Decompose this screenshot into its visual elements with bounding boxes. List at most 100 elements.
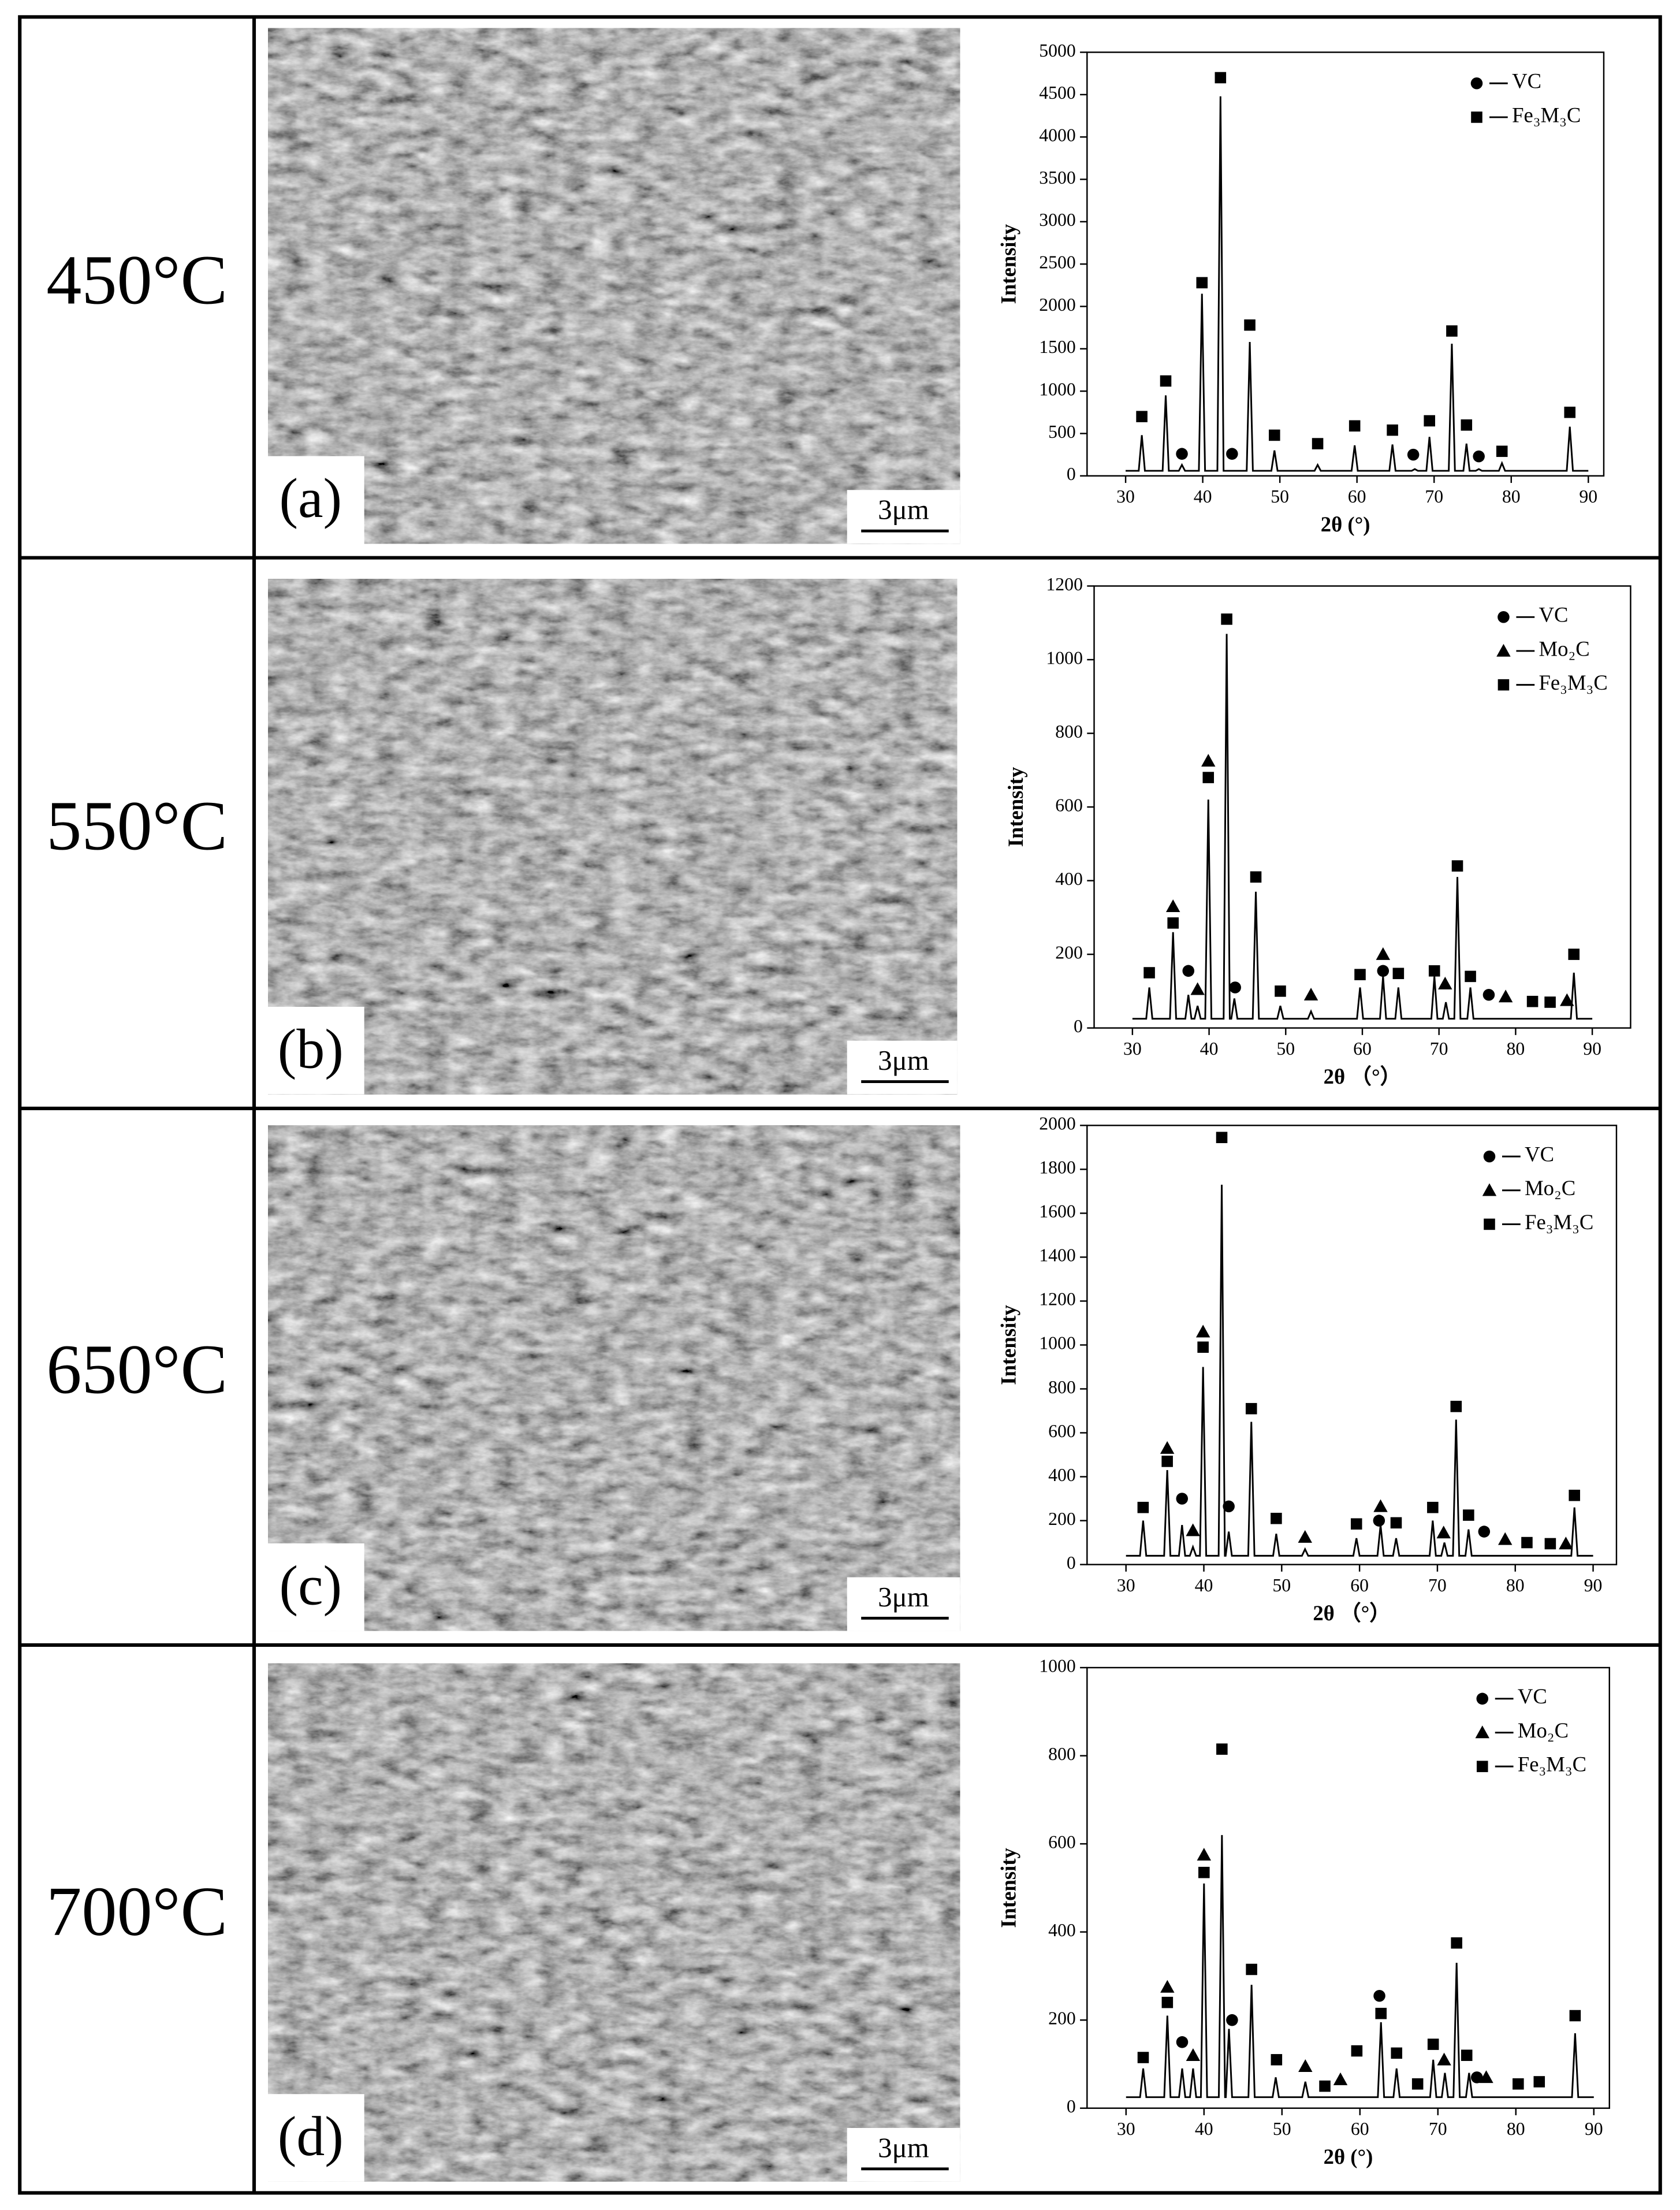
marker-square <box>1498 679 1510 691</box>
marker-square <box>1161 1996 1174 2008</box>
marker-square <box>1202 772 1215 783</box>
marker-square <box>1427 2038 1439 2050</box>
marker-square <box>1391 2047 1403 2059</box>
panel-label: (b) <box>278 1018 344 1081</box>
marker-circle <box>1223 1500 1235 1513</box>
spectrum-line <box>1126 96 1589 472</box>
marker-triangle <box>1186 2048 1201 2061</box>
marker-square <box>1216 1743 1228 1755</box>
marker-square <box>1461 2049 1473 2061</box>
legend-label: VC <box>1518 1684 1547 1708</box>
x-tick-label: 70 <box>1425 486 1443 507</box>
legend-label: VC <box>1525 1143 1554 1166</box>
legend-label: Fe₃M₃C <box>1525 1210 1593 1234</box>
y-tick-label: 800 <box>1055 721 1083 742</box>
x-tick-label: 90 <box>1583 1039 1601 1059</box>
legend-label: VC <box>1512 69 1541 93</box>
marker-triangle <box>1559 1536 1573 1550</box>
temperature-label: 700°C <box>46 1873 228 1951</box>
scale-bar-box <box>847 2127 960 2182</box>
x-tick-label: 90 <box>1584 1575 1603 1595</box>
marker-square <box>1269 429 1280 441</box>
panel-label: (a) <box>280 467 342 530</box>
marker-square <box>1167 917 1179 929</box>
x-tick-label: 60 <box>1353 1039 1372 1059</box>
x-tick-label: 30 <box>1116 486 1135 507</box>
marker-square <box>1392 968 1405 980</box>
marker-square <box>1275 985 1286 997</box>
y-tick-label: 2000 <box>1039 295 1076 315</box>
panel-label-box <box>259 1006 364 1095</box>
scale-bar-box <box>847 1040 958 1095</box>
marker-circle <box>1471 2071 1483 2083</box>
panel-label: (c) <box>280 1554 342 1617</box>
marker-circle <box>1498 611 1510 623</box>
temperature-label: 650°C <box>46 1330 228 1408</box>
marker-triangle <box>1376 947 1391 960</box>
marker-triangle <box>1165 899 1180 913</box>
sem-image <box>268 1663 960 2182</box>
x-tick-label: 40 <box>1195 1575 1213 1595</box>
marker-square <box>1216 1132 1228 1144</box>
marker-triangle <box>1197 1847 1212 1861</box>
legend-label: Mo₂C <box>1525 1176 1575 1200</box>
marker-square <box>1564 407 1576 418</box>
marker-square <box>1271 2054 1283 2066</box>
marker-circle <box>1229 981 1241 994</box>
marker-square <box>1544 1538 1556 1550</box>
marker-square <box>1137 1501 1149 1513</box>
legend-label: Fe₃M₃C <box>1539 671 1608 694</box>
x-axis-label: 2θ (°) <box>1324 2145 1373 2168</box>
marker-circle <box>1176 2036 1189 2048</box>
sem-image <box>268 1125 960 1631</box>
panel-label-box <box>259 456 364 549</box>
y-tick-label: 3500 <box>1039 168 1076 188</box>
marker-circle <box>1482 988 1495 1001</box>
marker-square <box>1463 1509 1474 1521</box>
y-tick-label: 600 <box>1048 1832 1076 1852</box>
sem-image <box>268 579 958 1095</box>
legend-label: VC <box>1539 603 1569 627</box>
marker-triangle <box>1479 2070 1493 2083</box>
x-tick-label: 30 <box>1117 2119 1135 2139</box>
marker-square <box>1533 2076 1545 2088</box>
marker-square <box>1526 995 1539 1007</box>
marker-square <box>1160 375 1172 387</box>
legend-label: Fe₃M₃C <box>1518 1753 1586 1776</box>
marker-square <box>1390 1517 1402 1529</box>
marker-square <box>1568 948 1580 960</box>
marker-triangle <box>1160 1980 1175 1993</box>
marker-square <box>1521 1536 1533 1549</box>
legend-label: Fe₃M₃C <box>1512 103 1581 127</box>
marker-circle <box>1476 1692 1489 1705</box>
x-tick-label: 40 <box>1200 1039 1219 1059</box>
marker-circle <box>1407 448 1420 461</box>
marker-square <box>1513 2078 1524 2090</box>
marker-square <box>1569 1490 1580 1501</box>
marker-triangle <box>1201 754 1216 767</box>
y-axis-label: Intensity <box>997 1848 1020 1928</box>
y-tick-label: 600 <box>1048 1421 1076 1441</box>
y-tick-label: 1000 <box>1039 1655 1076 1676</box>
y-axis-label: Intensity <box>1004 767 1027 847</box>
marker-triangle <box>1436 1526 1451 1539</box>
marker-square <box>1461 419 1473 431</box>
marker-triangle <box>1333 2072 1348 2085</box>
marker-triangle <box>1560 993 1574 1006</box>
marker-triangle <box>1373 1499 1388 1512</box>
marker-square <box>1484 1218 1495 1230</box>
y-tick-label: 800 <box>1048 1377 1076 1397</box>
marker-square <box>1451 860 1463 872</box>
table-border <box>18 15 1662 2195</box>
x-tick-label: 60 <box>1348 486 1366 507</box>
marker-circle <box>1470 77 1483 90</box>
temperature-label: 550°C <box>46 787 228 865</box>
y-tick-label: 600 <box>1055 795 1083 815</box>
marker-circle <box>1176 1493 1189 1505</box>
x-tick-label: 70 <box>1428 1575 1447 1595</box>
marker-triangle <box>1496 643 1511 657</box>
marker-circle <box>1226 2014 1238 2026</box>
scale-bar-label: 3μm <box>878 2131 929 2163</box>
y-tick-label: 2500 <box>1039 252 1076 272</box>
x-tick-label: 80 <box>1507 2119 1525 2139</box>
